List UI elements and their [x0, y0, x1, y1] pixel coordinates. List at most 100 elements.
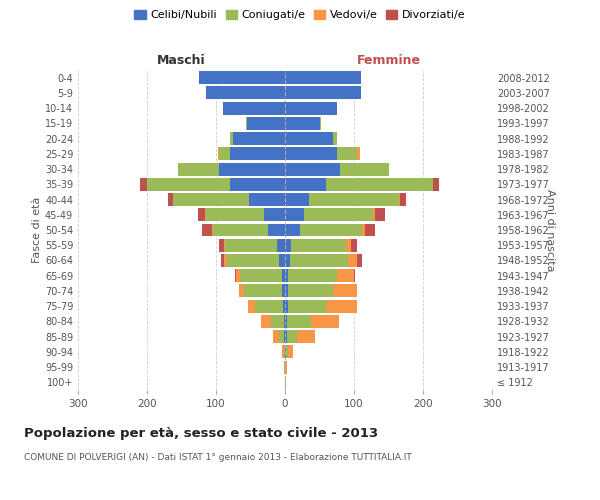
Bar: [230, 132, 233, 145]
Bar: [285, 330, 287, 343]
Bar: [285, 86, 361, 100]
Bar: [300, 224, 362, 236]
Y-axis label: Anni di nascita: Anni di nascita: [545, 188, 555, 271]
Bar: [291, 239, 346, 252]
Bar: [265, 208, 285, 221]
Bar: [233, 132, 285, 145]
Bar: [285, 71, 361, 84]
Bar: [285, 284, 289, 298]
Bar: [285, 239, 291, 252]
Bar: [350, 239, 358, 252]
Bar: [285, 360, 286, 374]
Bar: [283, 300, 285, 312]
Bar: [285, 193, 309, 206]
Bar: [244, 284, 282, 298]
Bar: [287, 330, 298, 343]
Bar: [271, 315, 284, 328]
Bar: [326, 300, 358, 312]
Bar: [362, 224, 365, 236]
Bar: [285, 117, 320, 130]
Bar: [147, 178, 230, 191]
Bar: [433, 178, 439, 191]
Bar: [273, 330, 279, 343]
Bar: [277, 239, 285, 252]
Bar: [224, 239, 225, 252]
Text: COMUNE DI POLVERIGI (AN) - Dati ISTAT 1° gennaio 2013 - Elaborazione TUTTITALIA.: COMUNE DI POLVERIGI (AN) - Dati ISTAT 1°…: [24, 452, 412, 462]
Bar: [285, 376, 286, 389]
Bar: [285, 132, 334, 145]
Bar: [298, 330, 314, 343]
Bar: [285, 300, 289, 312]
Bar: [285, 208, 304, 221]
Bar: [287, 315, 311, 328]
Legend: Celibi/Nubili, Coniugati/e, Vedovi/e, Divorziati/e: Celibi/Nubili, Coniugati/e, Vedovi/e, Di…: [130, 6, 470, 25]
Bar: [220, 148, 230, 160]
Bar: [285, 224, 300, 236]
Bar: [285, 148, 337, 160]
Bar: [199, 71, 285, 84]
Bar: [337, 269, 354, 282]
Bar: [340, 162, 389, 175]
Bar: [206, 208, 265, 221]
Bar: [285, 102, 337, 114]
Bar: [239, 284, 244, 298]
Bar: [285, 346, 286, 358]
Bar: [140, 178, 147, 191]
Bar: [349, 254, 357, 267]
Bar: [284, 315, 285, 328]
Bar: [354, 269, 355, 282]
Bar: [225, 239, 277, 252]
Bar: [230, 178, 285, 191]
Bar: [235, 269, 236, 282]
Bar: [206, 86, 285, 100]
Bar: [284, 330, 285, 343]
Bar: [285, 315, 287, 328]
Bar: [357, 254, 362, 267]
Bar: [311, 315, 339, 328]
Bar: [198, 208, 205, 221]
Bar: [320, 117, 321, 130]
Bar: [346, 239, 350, 252]
Bar: [279, 254, 285, 267]
Bar: [247, 117, 285, 130]
Bar: [168, 193, 173, 206]
Bar: [236, 269, 240, 282]
Bar: [400, 193, 406, 206]
Bar: [268, 224, 285, 236]
Y-axis label: Fasce di età: Fasce di età: [32, 197, 42, 263]
Bar: [309, 193, 399, 206]
Bar: [261, 315, 271, 328]
Bar: [326, 178, 433, 191]
Bar: [256, 300, 283, 312]
Bar: [358, 148, 359, 160]
Bar: [365, 224, 376, 236]
Bar: [284, 360, 285, 374]
Bar: [282, 346, 284, 358]
Bar: [282, 284, 285, 298]
Text: Popolazione per età, sesso e stato civile - 2013: Popolazione per età, sesso e stato civil…: [24, 428, 378, 440]
Bar: [173, 193, 249, 206]
Bar: [248, 300, 256, 312]
Bar: [290, 254, 349, 267]
Bar: [223, 102, 285, 114]
Bar: [288, 346, 293, 358]
Bar: [212, 224, 268, 236]
Bar: [205, 208, 206, 221]
Bar: [224, 254, 227, 267]
Text: Femmine: Femmine: [356, 54, 421, 68]
Bar: [245, 117, 247, 130]
Bar: [374, 208, 385, 221]
Text: Maschi: Maschi: [157, 54, 206, 68]
Bar: [285, 162, 340, 175]
Bar: [285, 269, 289, 282]
Bar: [218, 148, 220, 160]
Bar: [289, 269, 337, 282]
Bar: [284, 346, 285, 358]
Bar: [304, 208, 373, 221]
Bar: [373, 208, 374, 221]
Bar: [221, 254, 224, 267]
Bar: [281, 269, 285, 282]
Bar: [399, 193, 400, 206]
Bar: [337, 148, 358, 160]
Bar: [289, 284, 334, 298]
